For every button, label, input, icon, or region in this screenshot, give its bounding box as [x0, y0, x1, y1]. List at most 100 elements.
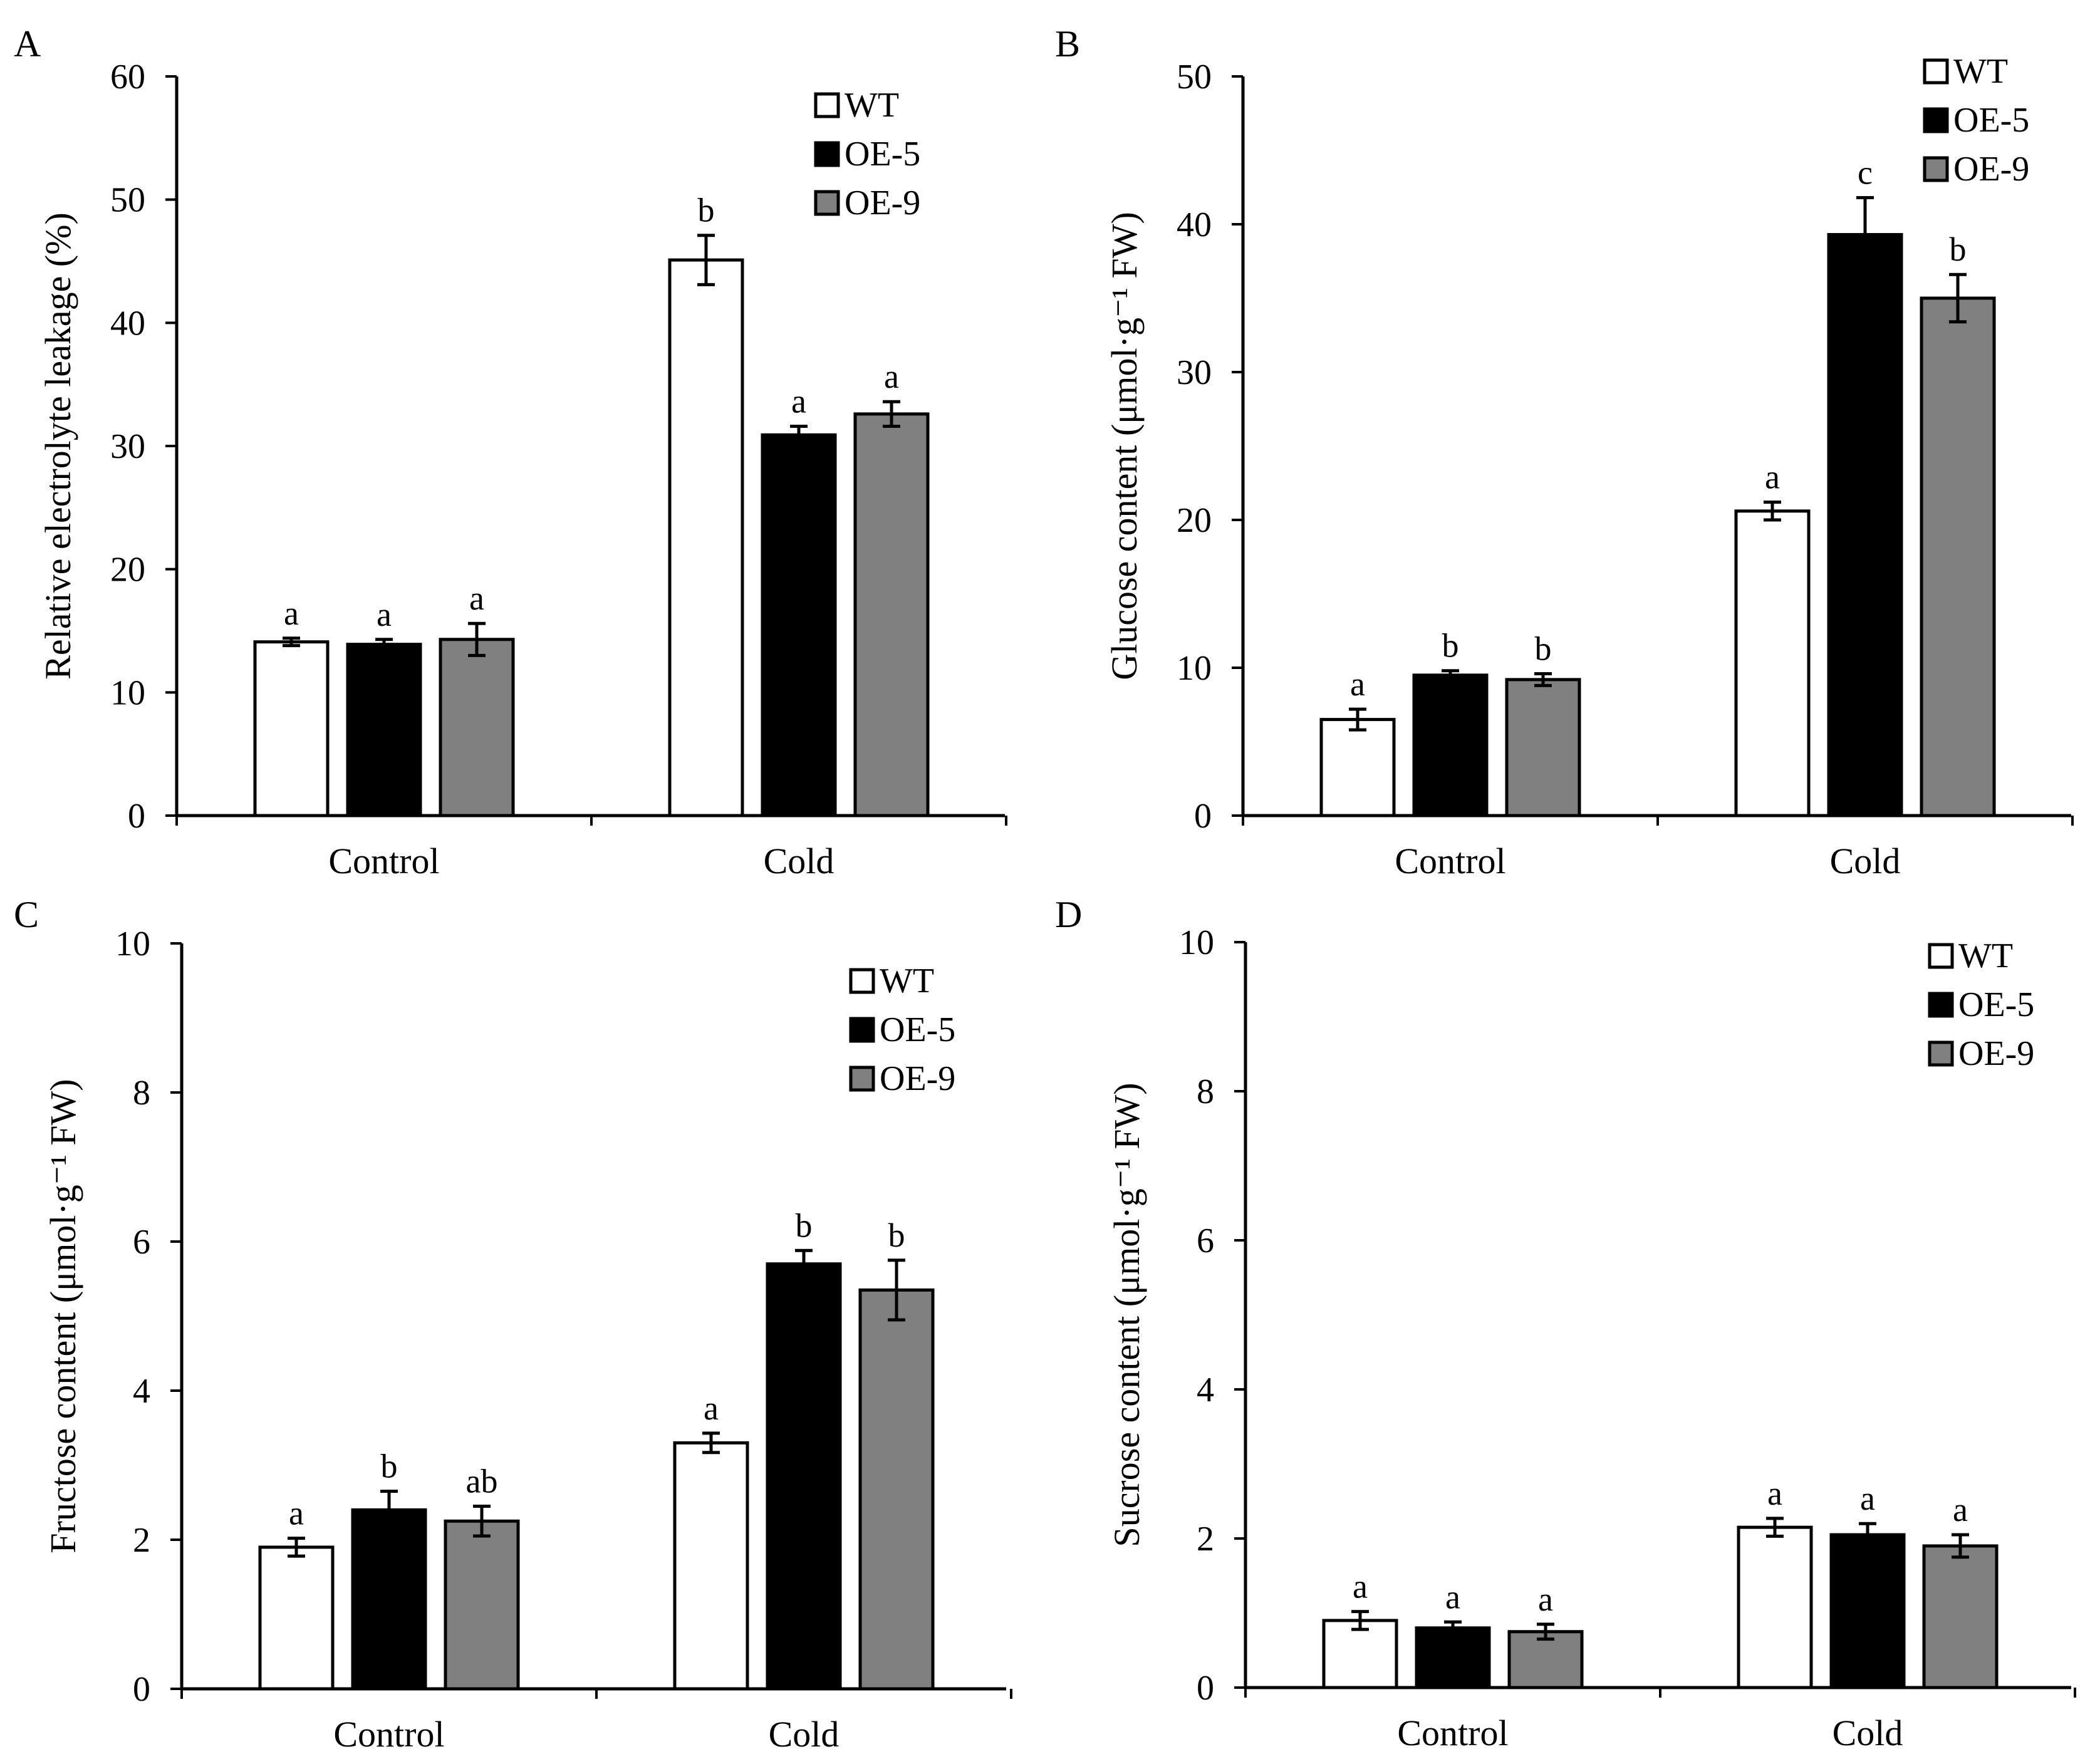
- category-label: Control: [333, 1714, 444, 1755]
- bar-wt: [673, 1441, 749, 1691]
- bar-oe-5: [766, 1262, 842, 1691]
- legend-swatch-wt: [1928, 943, 1954, 969]
- legend-label: OE-9: [880, 1059, 955, 1098]
- significance-letter: a: [884, 358, 899, 395]
- category-label: Cold: [769, 1714, 840, 1755]
- y-axis-title: Relative electrolyte leakage (%): [38, 212, 78, 680]
- error-bar: [1764, 501, 1781, 522]
- legend: WT OE-5 OE-9: [1923, 52, 2029, 189]
- legend-label: OE-5: [845, 135, 920, 174]
- category-label: Cold: [1833, 1713, 1903, 1753]
- error-bar: [790, 425, 808, 445]
- legend-label: WT: [845, 86, 899, 125]
- error-bar: [375, 638, 393, 651]
- significance-letter: ab: [466, 1462, 498, 1500]
- y-tick-label: 30: [1177, 353, 1212, 392]
- y-tick-label: 60: [110, 58, 145, 96]
- y-tick-label: 20: [1177, 501, 1212, 540]
- y-tick-label: 0: [133, 1670, 150, 1709]
- y-tick-label: 20: [110, 551, 145, 589]
- significance-letter: a: [1538, 1580, 1553, 1618]
- category-label: Cold: [1830, 841, 1901, 881]
- error-bar: [1534, 672, 1552, 687]
- panel-b: B 0 10 20 30 40 50 Glucose content (μmol·g⁻¹ FW…: [1055, 23, 2074, 881]
- error-bar: [888, 1258, 905, 1322]
- y-tick-label: 30: [110, 427, 145, 466]
- bar-wt: [258, 1545, 335, 1691]
- legend-swatch-oe-5: [814, 141, 840, 167]
- legend-label: WT: [1953, 52, 2008, 91]
- significance-letter: a: [284, 594, 299, 632]
- y-tick-label: 50: [110, 181, 145, 220]
- legend-label: WT: [1958, 936, 2013, 975]
- y-tick-label: 2: [1197, 1520, 1214, 1559]
- y-tick-label: 0: [128, 797, 145, 836]
- legend-label: OE-5: [880, 1010, 955, 1049]
- error-bar: [1442, 669, 1459, 682]
- significance-letter: c: [1858, 154, 1873, 192]
- bar-oe-5: [1412, 673, 1489, 817]
- error-bar: [795, 1248, 813, 1279]
- y-tick-label: 4: [133, 1372, 150, 1411]
- y-tick-label: 8: [133, 1074, 150, 1113]
- bar-oe-9: [1507, 1630, 1584, 1689]
- significance-letter: b: [1535, 630, 1552, 667]
- legend-swatch-oe-9: [1923, 156, 1949, 182]
- error-bar: [1349, 707, 1366, 732]
- significance-letter: a: [1767, 1475, 1782, 1512]
- legend: WT OE-5 OE-9: [814, 86, 920, 222]
- y-tick-label: 40: [1177, 205, 1212, 244]
- panel-c: C 0 2 4 6 8 10 Fructose content (μmol·g⁻¹ FW) Co…: [14, 894, 1012, 1755]
- bar-oe-5: [1827, 233, 1903, 817]
- legend-swatch-wt: [814, 92, 840, 118]
- significance-letter: b: [1950, 231, 1967, 268]
- y-axis-title: Glucose content (μmol·g⁻¹ FW): [1104, 212, 1145, 680]
- bar-oe-9: [858, 1288, 935, 1691]
- category-label: Control: [328, 841, 439, 881]
- error-bar: [883, 400, 900, 428]
- y-tick-label: 40: [110, 304, 145, 343]
- significance-letter: b: [796, 1206, 813, 1244]
- category-label: Cold: [764, 841, 834, 881]
- bar-wt: [1737, 1525, 1813, 1689]
- bar-wt: [253, 640, 330, 817]
- error-bar: [1952, 1533, 1969, 1559]
- category-label: Control: [1395, 841, 1505, 881]
- y-tick-label: 6: [1197, 1222, 1214, 1260]
- significance-letter: b: [381, 1448, 398, 1485]
- bar-oe-5: [1829, 1533, 1906, 1689]
- y-tick-label: 6: [133, 1223, 150, 1262]
- error-bar: [1856, 196, 1874, 274]
- error-bar: [1949, 272, 1967, 324]
- legend-label: OE-5: [1958, 985, 2034, 1024]
- significance-letter: a: [704, 1389, 719, 1427]
- y-tick-label: 8: [1197, 1072, 1214, 1111]
- significance-letter: a: [1953, 1491, 1968, 1528]
- y-tick-label: 2: [133, 1521, 150, 1560]
- error-bar: [1444, 1620, 1462, 1636]
- bar-wt: [1319, 718, 1396, 817]
- error-bar: [702, 1431, 720, 1455]
- legend-swatch-wt: [1923, 58, 1949, 85]
- error-bar: [288, 1537, 305, 1558]
- significance-letter: a: [377, 596, 392, 633]
- panel-d: D 0 2 4 6 8 10 Sucrose content (μmol·g⁻¹ FW) Con…: [1055, 894, 2076, 1753]
- legend-label: OE-5: [1953, 101, 2029, 140]
- significance-letter: a: [1445, 1578, 1460, 1616]
- error-bar: [473, 1504, 491, 1538]
- y-axis-title: Sucrose content (μmol·g⁻¹ FW): [1106, 1082, 1147, 1547]
- significance-letter: a: [469, 579, 484, 617]
- error-bar: [283, 636, 300, 648]
- y-tick-label: 4: [1197, 1371, 1214, 1409]
- legend-label: WT: [880, 962, 934, 1000]
- significance-letter: b: [888, 1217, 905, 1254]
- bar-oe-5: [1415, 1626, 1491, 1689]
- legend-swatch-oe-5: [1923, 107, 1949, 133]
- legend-swatch-oe-9: [814, 190, 840, 216]
- significance-letter: b: [1442, 627, 1459, 665]
- significance-letter: a: [1353, 1568, 1368, 1606]
- error-bar: [1537, 1622, 1554, 1641]
- bar-oe-5: [346, 643, 422, 817]
- legend: WT OE-5 OE-9: [1928, 936, 2034, 1073]
